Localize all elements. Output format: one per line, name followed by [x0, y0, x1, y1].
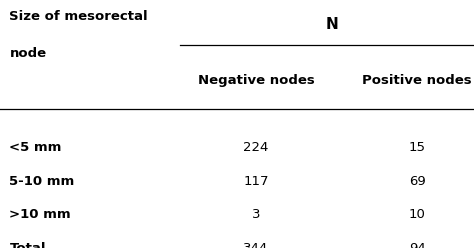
- Text: 5-10 mm: 5-10 mm: [9, 175, 75, 188]
- Text: 15: 15: [409, 141, 426, 154]
- Text: 224: 224: [243, 141, 269, 154]
- Text: Total: Total: [9, 242, 46, 248]
- Text: <5 mm: <5 mm: [9, 141, 62, 154]
- Text: 69: 69: [409, 175, 426, 188]
- Text: Size of mesorectal: Size of mesorectal: [9, 10, 148, 23]
- Text: 117: 117: [243, 175, 269, 188]
- Text: 344: 344: [243, 242, 269, 248]
- Text: 3: 3: [252, 208, 260, 221]
- Text: Positive nodes: Positive nodes: [362, 74, 472, 87]
- Text: N: N: [326, 17, 338, 32]
- Text: node: node: [9, 47, 46, 60]
- Text: >10 mm: >10 mm: [9, 208, 71, 221]
- Text: Negative nodes: Negative nodes: [198, 74, 314, 87]
- Text: 94: 94: [409, 242, 426, 248]
- Text: 10: 10: [409, 208, 426, 221]
